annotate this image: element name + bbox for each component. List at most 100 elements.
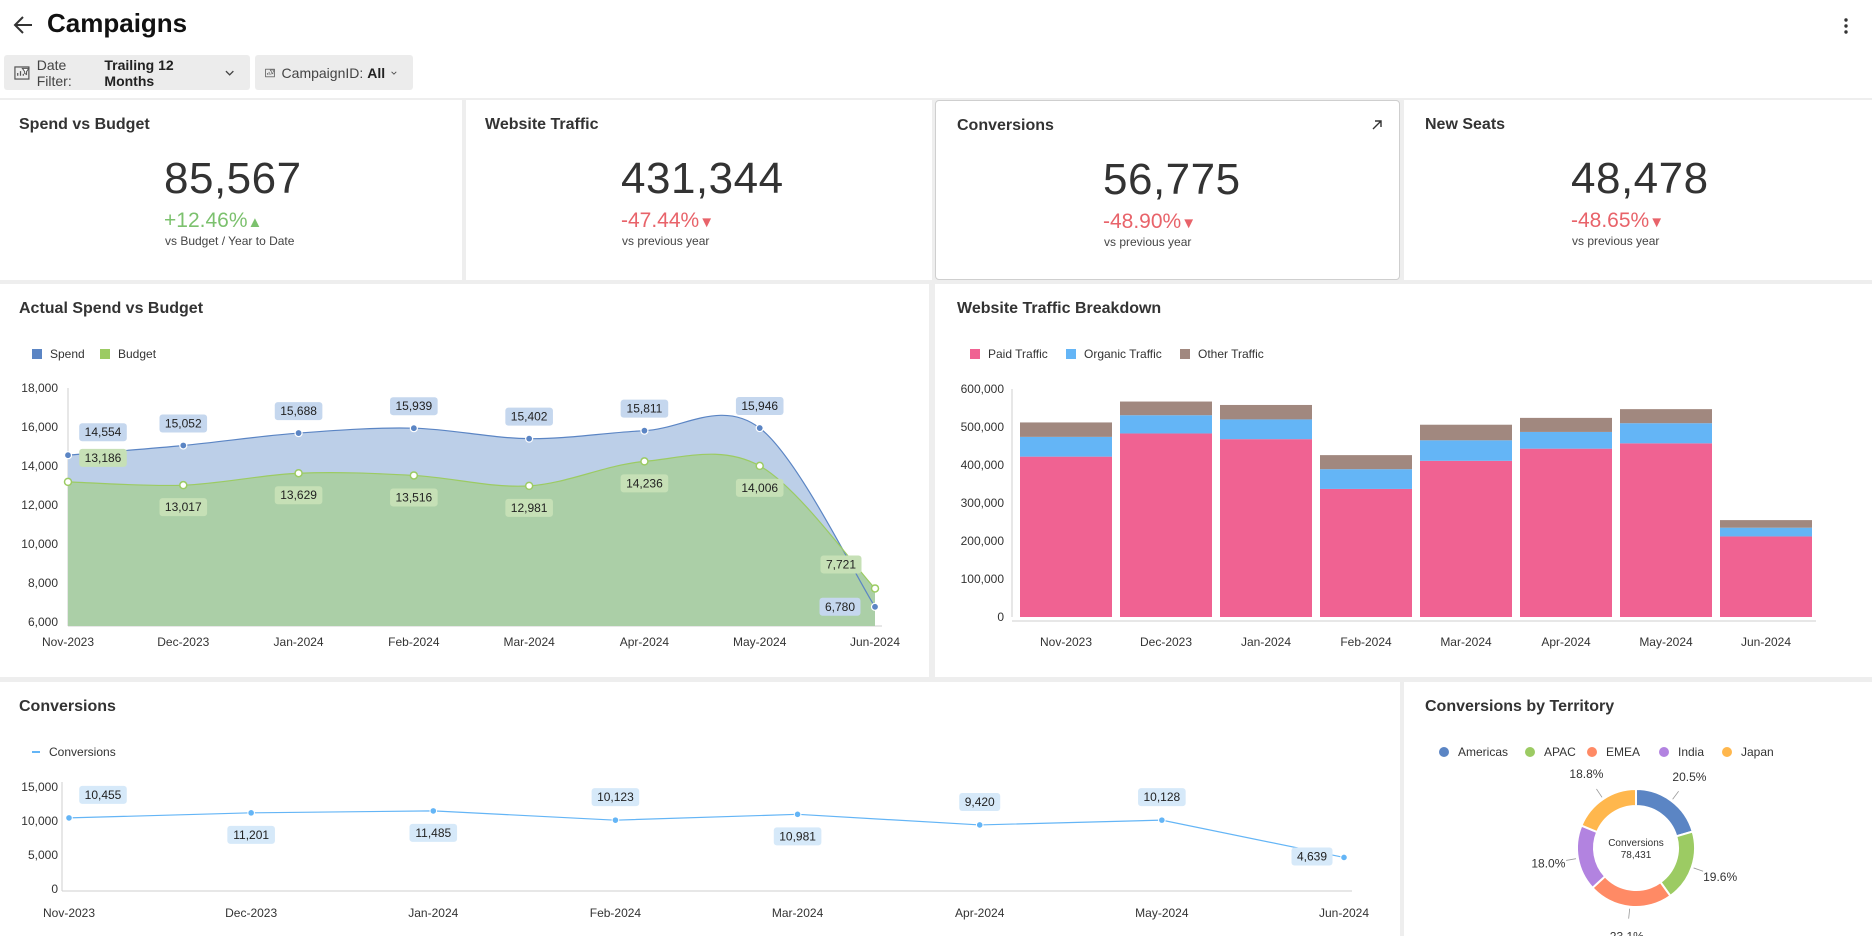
budget-point	[179, 480, 188, 490]
bar-organic-traffic	[1120, 415, 1212, 434]
legend-swatch	[1525, 747, 1535, 757]
filter-chart-icon	[14, 65, 30, 80]
chart-title: Conversions by Territory	[1425, 698, 1615, 715]
spend-point	[294, 428, 303, 438]
y-tick-label: 12,000	[21, 498, 58, 512]
kpi-tile-website-traffic[interactable]: Website Traffic 431,344 -47.44%▼ vs prev…	[466, 100, 932, 280]
legend-label: Japan	[1741, 745, 1774, 759]
spend-data-label-bg	[505, 407, 553, 426]
spend-data-label: 15,939	[396, 399, 433, 413]
y-tick-label: 16,000	[21, 420, 58, 434]
conversions-data-label-bg	[227, 825, 275, 844]
legend-item-other-traffic[interactable]: Other Traffic	[1180, 347, 1264, 361]
spend-point	[63, 451, 73, 460]
triangle-down-icon: ▼	[699, 214, 715, 231]
y-tick-label: 600,000	[961, 382, 1005, 396]
x-tick-label: Jun-2024	[1741, 635, 1791, 649]
conversions-point	[65, 814, 73, 822]
kpi-title: New Seats	[1425, 116, 1506, 133]
legend-swatch	[1066, 349, 1076, 359]
header-bar: Campaigns Date Filter: Trailing 12 Month…	[0, 0, 1872, 98]
budget-point	[755, 461, 764, 471]
y-tick-label: 18,000	[21, 381, 58, 395]
conversions-data-label: 10,455	[85, 788, 122, 802]
website-traffic-breakdown-tile[interactable]: Website Traffic Breakdown Paid Traffic O…	[935, 284, 1872, 677]
kpi-delta: +12.46%▲	[164, 209, 262, 233]
legend-item-emea[interactable]: EMEA	[1587, 745, 1640, 759]
legend-label: EMEA	[1606, 745, 1641, 759]
x-tick-label: Apr-2024	[955, 906, 1005, 920]
spend-point	[870, 602, 880, 611]
budget-point	[870, 584, 880, 593]
more-menu-button[interactable]	[1838, 14, 1854, 38]
conversions-data-label: 11,201	[233, 828, 269, 842]
budget-data-label-bg	[159, 498, 208, 517]
conversions-point	[1340, 853, 1348, 862]
y-tick-label: 14,000	[21, 459, 58, 473]
bar-organic-traffic	[1320, 469, 1412, 489]
filter-chart-icon	[265, 68, 276, 77]
legend-item-apac[interactable]: APAC	[1525, 745, 1576, 759]
expand-tile-button[interactable]	[1369, 117, 1385, 133]
slice-percent-label: 19.6%	[1703, 870, 1737, 884]
x-tick-label: Dec-2023	[1140, 635, 1192, 649]
x-tick-label: Jun-2024	[850, 635, 900, 649]
x-tick-label: Mar-2024	[1440, 635, 1492, 649]
bar-organic-traffic	[1020, 436, 1112, 457]
legend-item-japan[interactable]: Japan	[1722, 745, 1774, 759]
y-tick-label: 10,000	[21, 537, 58, 551]
legend-label: Organic Traffic	[1084, 347, 1162, 361]
legend-item-organic-traffic[interactable]: Organic Traffic	[1066, 347, 1162, 361]
conversions-data-label: 11,485	[415, 826, 451, 840]
donut-slice-japan	[1580, 787, 1637, 834]
back-button[interactable]	[10, 10, 38, 40]
bar-other-traffic	[1020, 422, 1112, 437]
slice-label-leader	[1672, 790, 1679, 800]
conversions-point	[1158, 816, 1166, 824]
kpi-tile-conversions[interactable]: Conversions 56,775 -48.90%▼ vs previous …	[935, 100, 1400, 280]
x-tick-label: May-2024	[1135, 906, 1189, 920]
date-filter-value: Trailing 12 Months	[104, 56, 174, 89]
x-tick-label: Nov-2023	[1040, 635, 1092, 649]
legend-item-americas[interactable]: Americas	[1439, 745, 1508, 759]
budget-data-label-bg	[820, 555, 862, 574]
bar-other-traffic	[1720, 520, 1812, 528]
conversions-by-territory-tile[interactable]: Conversions by Territory Americas APAC E…	[1404, 682, 1872, 936]
date-filter-dropdown[interactable]: Date Filter: Trailing 12 Months	[4, 55, 250, 90]
spend-point	[525, 434, 534, 443]
conversions-line	[68, 810, 1345, 859]
legend-swatch	[970, 349, 980, 359]
x-tick-label: Feb-2024	[1340, 635, 1392, 649]
donut-slice-india	[1576, 824, 1607, 890]
budget-data-label: 13,629	[280, 488, 317, 502]
budget-data-label: 12,981	[511, 501, 548, 515]
legend-item-budget[interactable]: Budget	[100, 347, 156, 361]
legend-label: APAC	[1544, 745, 1576, 759]
campaign-id-filter-value: All	[367, 64, 386, 81]
bar-other-traffic	[1120, 401, 1212, 416]
bar-organic-traffic	[1520, 431, 1612, 449]
campaign-id-filter-dropdown[interactable]: CampaignID: All	[255, 55, 413, 90]
conversions-data-label-bg	[959, 792, 1001, 811]
legend-item-india[interactable]: India	[1659, 745, 1704, 759]
budget-data-label: 7,721	[826, 557, 856, 571]
conversions-chart-tile[interactable]: Conversions Conversions 0 5,000 10,000 15,0…	[0, 682, 1400, 936]
triangle-down-icon: ▼	[1649, 214, 1665, 231]
legend-item-spend[interactable]: Spend	[32, 347, 85, 361]
donut-slice-americas	[1635, 787, 1694, 838]
legend-item-conversions[interactable]: Conversions	[32, 745, 116, 759]
budget-data-label-bg	[79, 448, 127, 467]
spend-vs-budget-chart-tile[interactable]: Actual Spend vs Budget Spend Budget 6,00…	[0, 284, 929, 677]
legend-item-paid-traffic[interactable]: Paid Traffic	[970, 347, 1048, 361]
legend-swatch	[1439, 747, 1449, 757]
kpi-tile-new-seats[interactable]: New Seats 48,478 -48.65%▼ vs previous ye…	[1404, 100, 1872, 280]
legend-swatch	[1180, 349, 1190, 359]
conversions-point	[429, 807, 438, 815]
x-tick-label: Feb-2024	[388, 635, 440, 649]
legend-label: Budget	[118, 347, 157, 361]
budget-data-label: 13,516	[396, 490, 433, 504]
spend-data-label-bg	[390, 397, 438, 416]
kpi-tile-spend-vs-budget[interactable]: Spend vs Budget 85,567 +12.46%▲ vs Budge…	[0, 100, 462, 280]
spend-data-label: 15,946	[741, 399, 778, 413]
kpi-value: 85,567	[164, 154, 302, 203]
